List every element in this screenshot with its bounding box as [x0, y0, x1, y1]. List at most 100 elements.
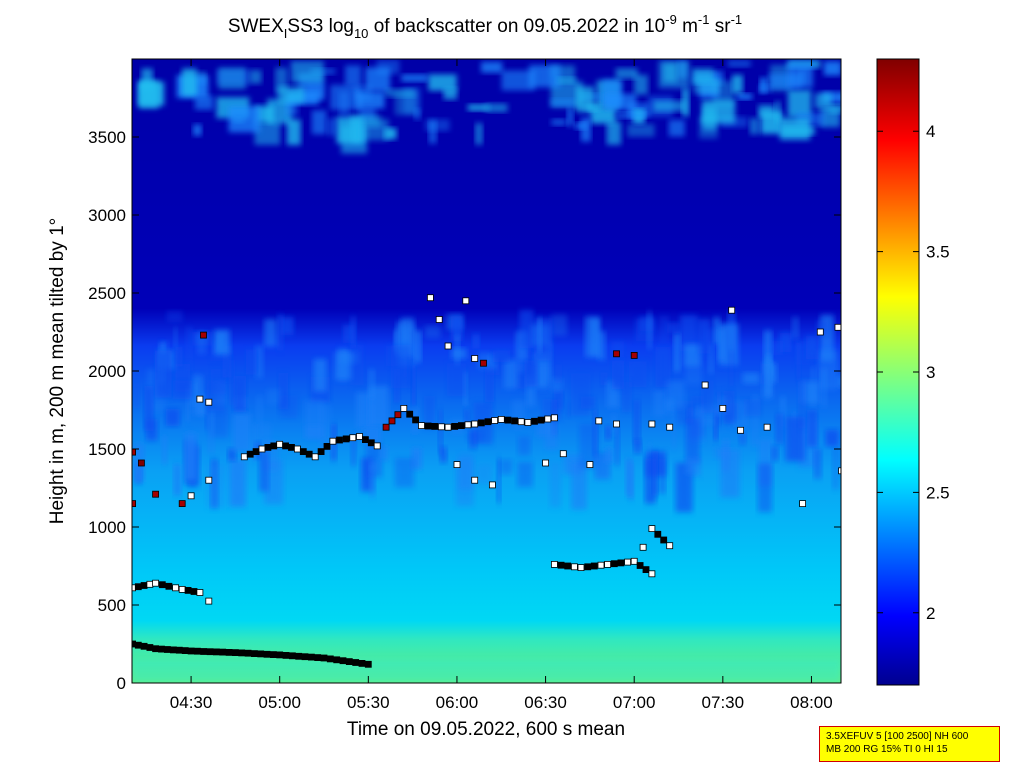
field-patch	[342, 325, 355, 344]
field-patch	[355, 91, 385, 109]
field-patch	[277, 314, 284, 351]
field-patch	[469, 429, 477, 449]
field-patch	[739, 432, 747, 445]
layer-marker	[816, 328, 824, 336]
field-patch	[394, 457, 414, 488]
field-patch	[424, 325, 441, 339]
layer-marker	[426, 294, 434, 302]
layer-marker	[364, 660, 372, 668]
chart-title: SWEXISS3 log10 of backscatter on 09.05.2…	[228, 12, 742, 41]
field-patch	[680, 315, 698, 352]
field-patch	[551, 314, 568, 336]
field-patch	[555, 364, 562, 384]
field-patch	[254, 345, 264, 379]
field-patch	[443, 87, 458, 100]
field-patch	[708, 343, 714, 374]
field-patch	[519, 309, 534, 349]
layer-marker	[336, 436, 343, 444]
field-patch	[668, 119, 685, 137]
field-patch	[278, 86, 305, 104]
field-patch	[787, 62, 813, 88]
field-patch	[549, 462, 561, 508]
field-patch	[760, 110, 782, 134]
field-patch	[675, 462, 693, 513]
layer-marker	[269, 651, 277, 658]
field-patch	[780, 396, 786, 429]
layer-marker	[577, 564, 585, 571]
field-patch	[611, 360, 624, 389]
field-patch	[369, 459, 380, 472]
colorbar-tick-label: 4	[926, 122, 935, 141]
field-patch	[368, 369, 376, 399]
layer-marker	[288, 443, 295, 451]
field-patch	[264, 459, 284, 505]
field-patch	[349, 344, 364, 385]
layer-marker	[178, 586, 186, 593]
layer-marker	[158, 581, 166, 589]
field-patch	[713, 71, 724, 85]
field-patch	[795, 342, 801, 381]
info-line-1: 3.5XEFUV 5 [100 2500] NH 600	[826, 731, 969, 742]
field-patch	[327, 118, 337, 136]
layer-marker	[763, 423, 771, 431]
layer-marker	[462, 297, 470, 305]
layer-marker	[196, 589, 204, 596]
layer-marker	[504, 416, 512, 424]
field-patch	[813, 448, 822, 479]
field-patch	[526, 375, 536, 407]
field-patch	[663, 63, 677, 83]
x-tick-label: 06:30	[524, 693, 567, 712]
layer-marker	[165, 582, 173, 590]
field-patch	[814, 93, 832, 109]
field-patch	[646, 311, 653, 350]
layer-marker	[299, 448, 307, 456]
layer-marker	[559, 450, 567, 458]
layer-marker	[329, 437, 337, 445]
field-patch	[391, 344, 411, 389]
field-patch	[550, 98, 576, 107]
layer-marker	[799, 500, 806, 508]
field-patch	[551, 119, 567, 126]
layer-marker	[480, 359, 487, 367]
layer-marker	[630, 351, 638, 359]
field-patch	[673, 333, 681, 372]
layer-marker	[240, 453, 248, 461]
layer-marker	[737, 426, 744, 434]
layer-marker	[373, 442, 381, 450]
field-patch	[666, 380, 685, 409]
layer-marker	[190, 588, 198, 595]
layer-marker	[326, 655, 334, 663]
layer-marker	[488, 481, 496, 489]
layer-marker	[288, 652, 296, 660]
x-tick-label: 05:30	[347, 693, 390, 712]
layer-marker	[451, 422, 459, 430]
field-patch	[837, 376, 841, 388]
field-patch	[717, 328, 725, 361]
layer-marker	[349, 434, 357, 442]
layer-marker	[564, 562, 572, 570]
field-patch	[144, 386, 154, 431]
layer-marker	[388, 417, 396, 425]
field-patch	[544, 423, 558, 449]
layer-marker	[270, 442, 278, 450]
field-patch	[350, 316, 357, 349]
field-patch	[659, 315, 669, 344]
layer-marker	[193, 647, 201, 655]
field-patch	[197, 395, 206, 416]
field-patch	[806, 410, 818, 447]
field-patch	[779, 117, 811, 140]
field-patch	[384, 127, 397, 140]
field-patch	[652, 450, 659, 496]
field-patch	[334, 351, 352, 380]
field-patch	[472, 334, 480, 349]
layer-marker	[158, 645, 165, 653]
field-patch	[172, 380, 192, 399]
layer-marker	[551, 414, 558, 422]
field-patch	[185, 327, 194, 372]
field-patch	[627, 123, 655, 137]
field-patch	[653, 100, 686, 112]
field-patch	[154, 350, 172, 398]
layer-marker	[352, 659, 360, 666]
layer-marker	[244, 649, 252, 657]
